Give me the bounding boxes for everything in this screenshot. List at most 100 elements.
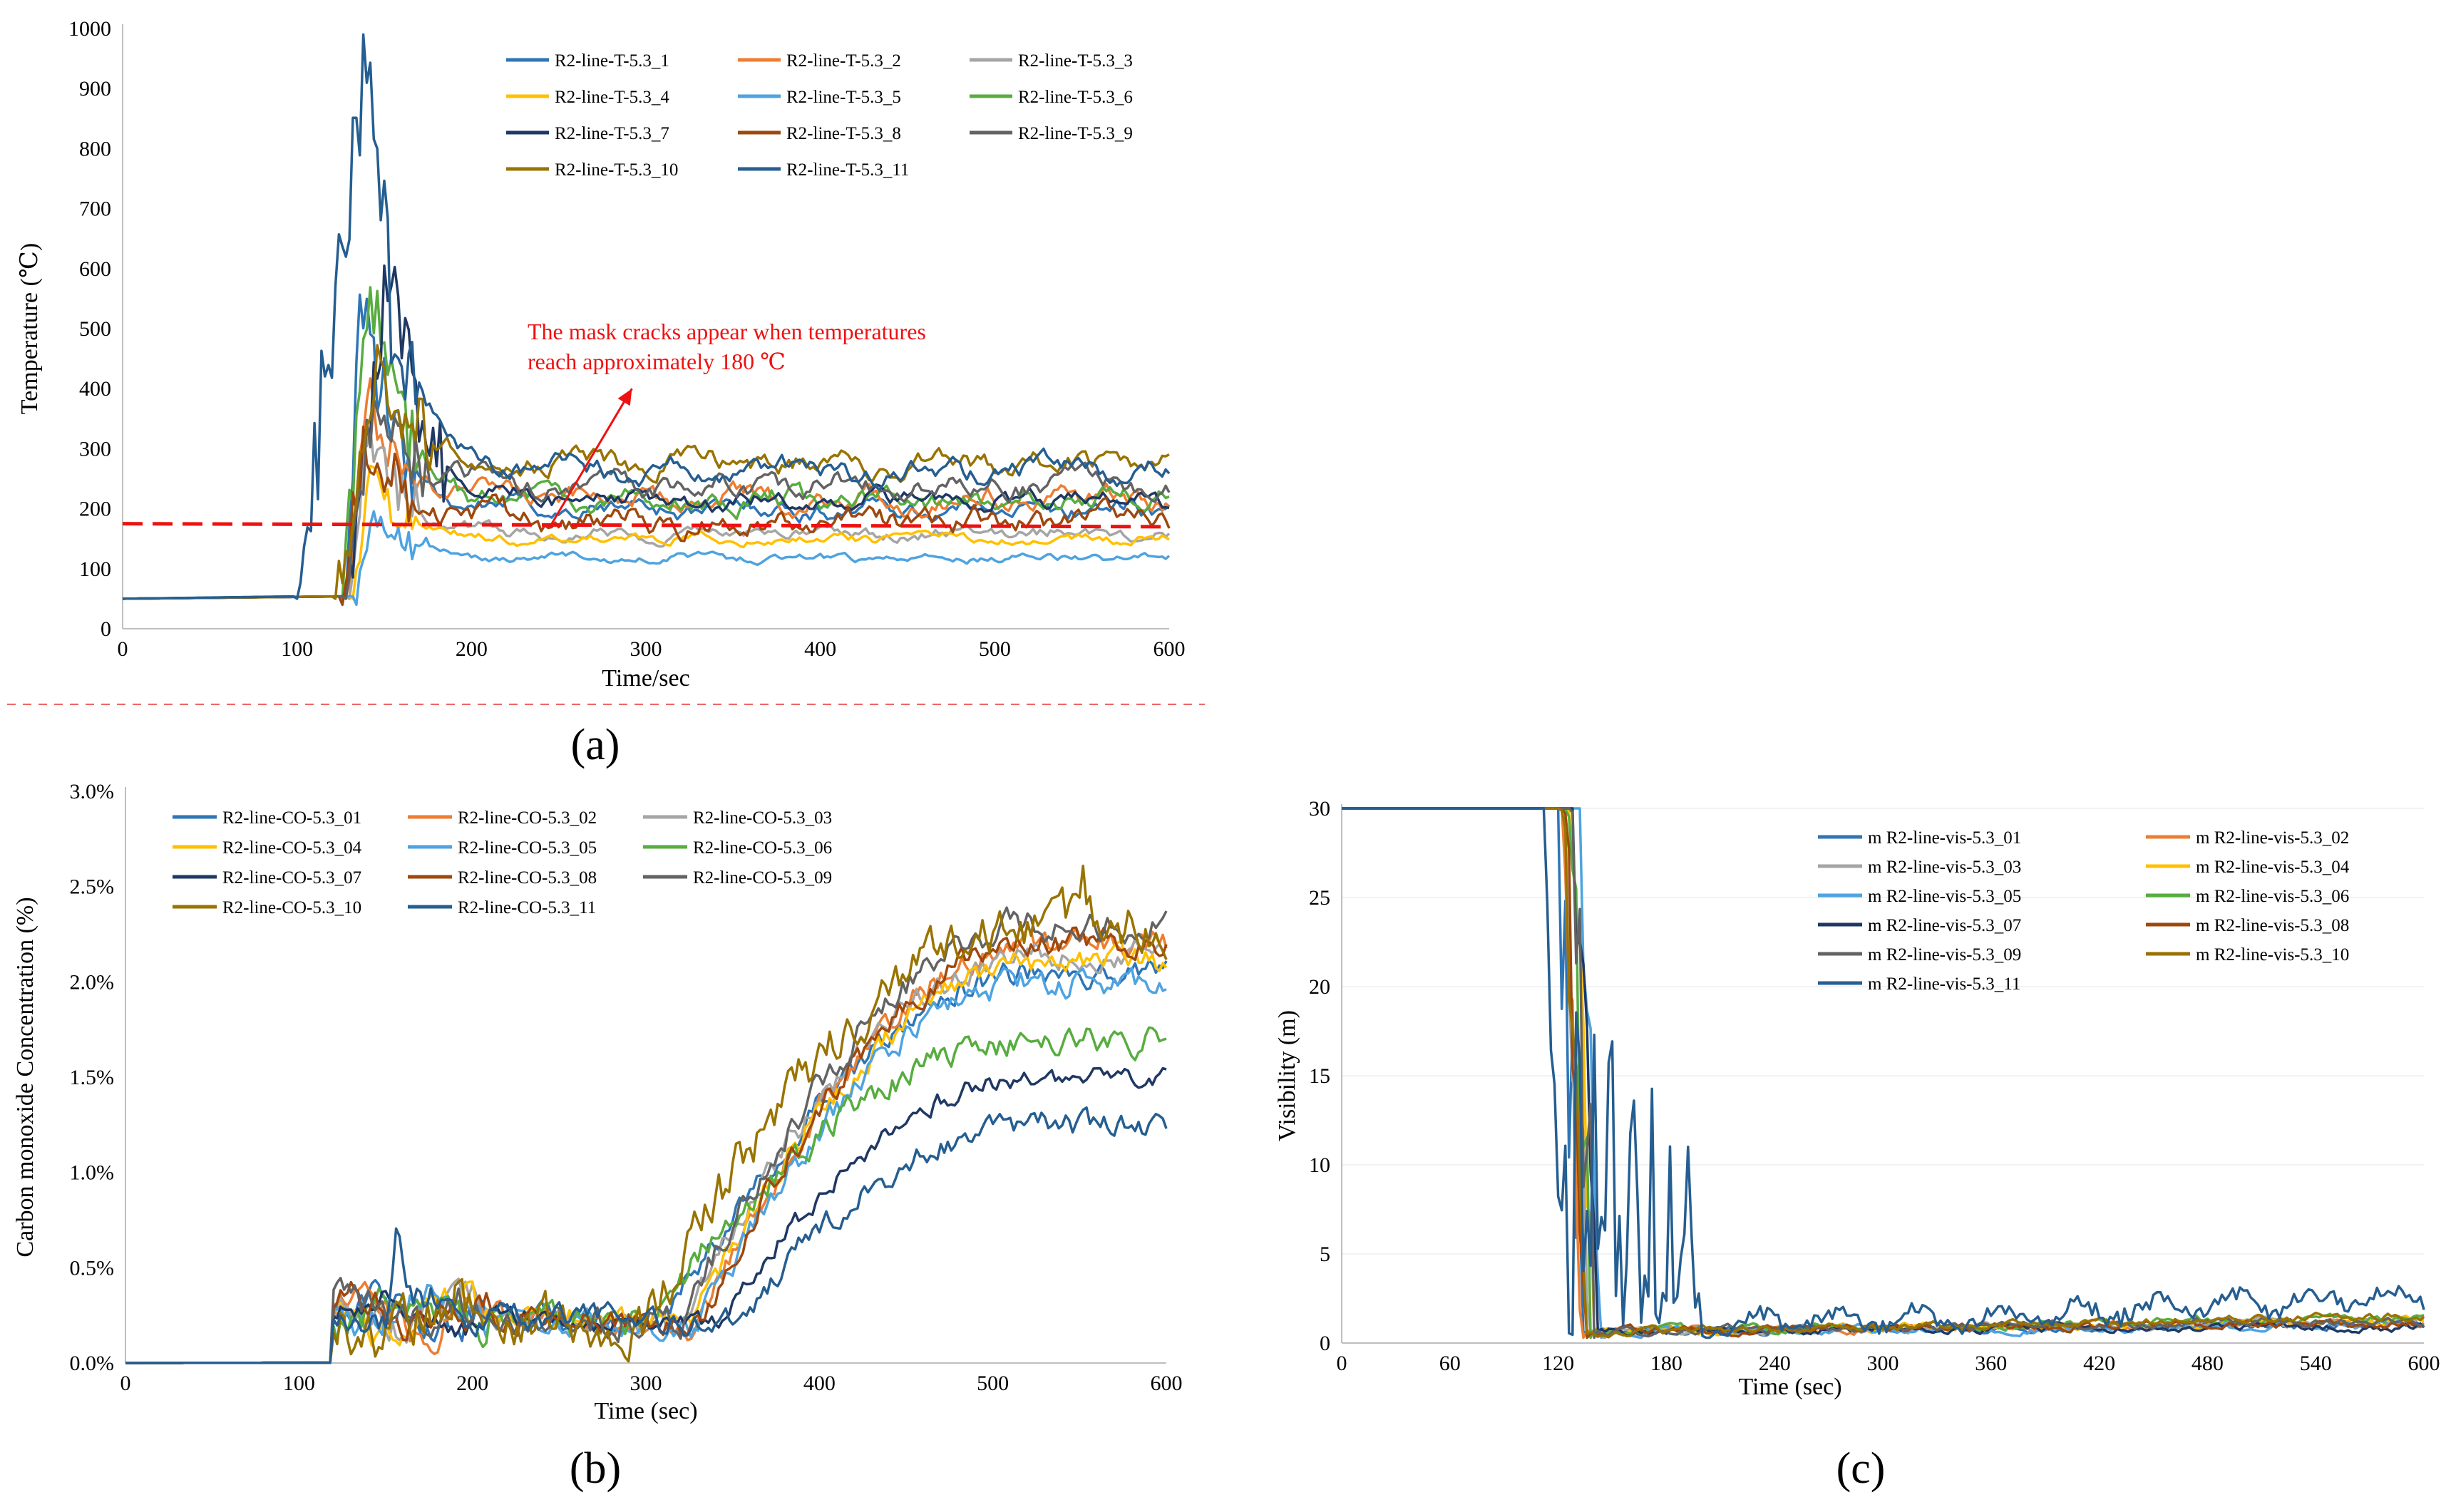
- panel-label-a: (a): [571, 721, 620, 769]
- y-axis-title: Visibility (m): [1274, 1010, 1300, 1141]
- y-tick-label: 1.5%: [70, 1066, 115, 1089]
- panel-label-c: (c): [1836, 1444, 1886, 1493]
- series-line: [122, 264, 1170, 600]
- visibility-chart: 0 60 120 180 240 300 360 420 480 540 600 0 5 10 15 20 25…: [1274, 797, 2440, 1400]
- legend-entry: R2-line-CO-5.3_01: [222, 808, 361, 828]
- legend-entry: R2-line-CO-5.3_02: [458, 808, 597, 828]
- legend-entry: m R2-line-vis-5.3_07: [1868, 916, 2021, 935]
- x-axis-title: Time (sec): [1738, 1374, 1841, 1400]
- series-line: [122, 427, 1171, 600]
- y-tick-label: 700: [79, 197, 111, 221]
- x-tick-label: 300: [1867, 1352, 1899, 1375]
- legend-entry: m R2-line-vis-5.3_10: [2196, 945, 2349, 965]
- series-line: [125, 864, 1168, 1364]
- x-tick-label: 200: [456, 1372, 488, 1395]
- x-tick-label: 300: [630, 637, 662, 661]
- series-line: [125, 939, 1168, 1364]
- legend-entry: R2-line-CO-5.3_07: [222, 868, 361, 888]
- x-tick-label: 600: [2408, 1352, 2440, 1375]
- legend-entry: R2-line-CO-5.3_04: [222, 838, 362, 858]
- x-tick-label: 180: [1650, 1352, 1682, 1375]
- x-tick-label: 540: [2300, 1352, 2332, 1375]
- legend-entry: R2-line-CO-5.3_08: [458, 868, 597, 888]
- temperature-chart: 0 100 200 300 400 500 600 0 100 200 300 400 500 600 70…: [16, 17, 1186, 691]
- y-tick-label: 25: [1309, 886, 1330, 910]
- y-tick-label: 3.0%: [70, 780, 115, 803]
- legend-entry: m R2-line-vis-5.3_04: [2196, 858, 2350, 877]
- legend-entry: R2-line-CO-5.3_06: [693, 838, 832, 858]
- legend-entry: R2-line-T-5.3_8: [786, 124, 901, 143]
- x-tick-label: 400: [803, 1372, 836, 1395]
- y-tick-label: 100: [79, 557, 111, 581]
- y-tick-label: 1000: [68, 17, 111, 41]
- legend-entry: R2-line-T-5.3_3: [1018, 51, 1133, 71]
- x-tick-label: 300: [630, 1372, 662, 1395]
- x-tick-label: 200: [456, 637, 488, 661]
- y-tick-label: 600: [79, 257, 111, 281]
- series-line: [122, 33, 1171, 600]
- legend-entry: m R2-line-vis-5.3_05: [1868, 887, 2021, 906]
- series-line: [125, 939, 1168, 1364]
- series-line: [125, 967, 1167, 1364]
- series-line: [1342, 807, 2425, 1339]
- legend-entry: R2-line-T-5.3_1: [555, 51, 669, 71]
- legend-entry: m R2-line-vis-5.3_01: [1868, 828, 2021, 848]
- legend-entry: m R2-line-vis-5.3_09: [1868, 945, 2021, 965]
- series-line: [125, 959, 1168, 1364]
- y-tick-label: 30: [1309, 797, 1330, 821]
- y-tick-label: 15: [1309, 1064, 1330, 1088]
- x-tick-label: 240: [1759, 1352, 1791, 1375]
- y-tick-label: 2.5%: [70, 875, 115, 899]
- legend-entry: R2-line-CO-5.3_03: [693, 808, 832, 828]
- legend-entry: R2-line-T-5.3_5: [786, 88, 901, 107]
- x-tick-label: 600: [1154, 637, 1186, 661]
- x-tick-label: 60: [1439, 1352, 1461, 1375]
- x-tick-label: 420: [2083, 1352, 2115, 1375]
- x-axis-title: Time/sec: [602, 665, 689, 691]
- y-tick-label: 200: [79, 498, 111, 521]
- legend-entry: R2-line-T-5.3_2: [786, 51, 901, 71]
- legend-entry: m R2-line-vis-5.3_06: [2196, 887, 2349, 906]
- annotation-text-line2: reach approximately 180 ℃: [528, 349, 786, 374]
- x-tick-label: 100: [283, 1372, 315, 1395]
- x-tick-label: 0: [1337, 1352, 1347, 1375]
- legend-entry: R2-line-T-5.3_10: [555, 160, 678, 180]
- x-tick-label: 360: [1975, 1352, 2007, 1375]
- x-tick-label: 0: [120, 1372, 131, 1395]
- x-tick-label: 480: [2192, 1352, 2224, 1375]
- y-tick-label: 0.5%: [70, 1256, 115, 1280]
- y-axis-title: Carbon monoxide Concentration (%): [12, 897, 38, 1257]
- legend-entry: R2-line-T-5.3_7: [555, 124, 669, 143]
- legend-entry: R2-line-T-5.3_11: [786, 160, 909, 180]
- y-tick-label: 0.0%: [70, 1352, 115, 1375]
- x-axis-title: Time (sec): [594, 1398, 697, 1424]
- legend-entry: m R2-line-vis-5.3_11: [1868, 974, 2020, 994]
- y-tick-label: 300: [79, 437, 111, 461]
- series-line: [122, 377, 1171, 600]
- legend-entry: m R2-line-vis-5.3_08: [2196, 916, 2349, 935]
- y-tick-label: 1.0%: [70, 1161, 115, 1185]
- y-tick-label: 500: [79, 317, 111, 341]
- x-tick-label: 120: [1542, 1352, 1574, 1375]
- annotation-arrow-shaft: [549, 388, 633, 528]
- series-line: [125, 906, 1168, 1364]
- legend-entry: R2-line-T-5.3_4: [555, 88, 669, 107]
- co-concentration-chart: 0 100 200 300 400 500 600 0.0% 0.5% 1.0% 1.5% 2.0% 2…: [12, 780, 1183, 1424]
- series-line: [122, 464, 1170, 600]
- annotation-text-line1: The mask cracks appear when temperatures: [528, 319, 926, 344]
- y-tick-label: 2.0%: [70, 970, 115, 994]
- x-tick-label: 500: [977, 1372, 1009, 1395]
- y-tick-label: 800: [79, 137, 111, 160]
- series-line: [125, 1106, 1168, 1364]
- legend-entry: R2-line-T-5.3_9: [1018, 124, 1133, 143]
- x-tick-label: 400: [804, 637, 836, 661]
- y-tick-label: 0: [101, 617, 111, 641]
- y-tick-label: 400: [79, 377, 111, 401]
- x-tick-label: 100: [281, 637, 313, 661]
- annotation-arrow-head: [617, 389, 632, 406]
- y-tick-label: 0: [1320, 1332, 1330, 1355]
- panel-label-b: (b): [570, 1444, 621, 1493]
- x-tick-label: 0: [118, 637, 128, 661]
- x-tick-label: 600: [1151, 1372, 1183, 1395]
